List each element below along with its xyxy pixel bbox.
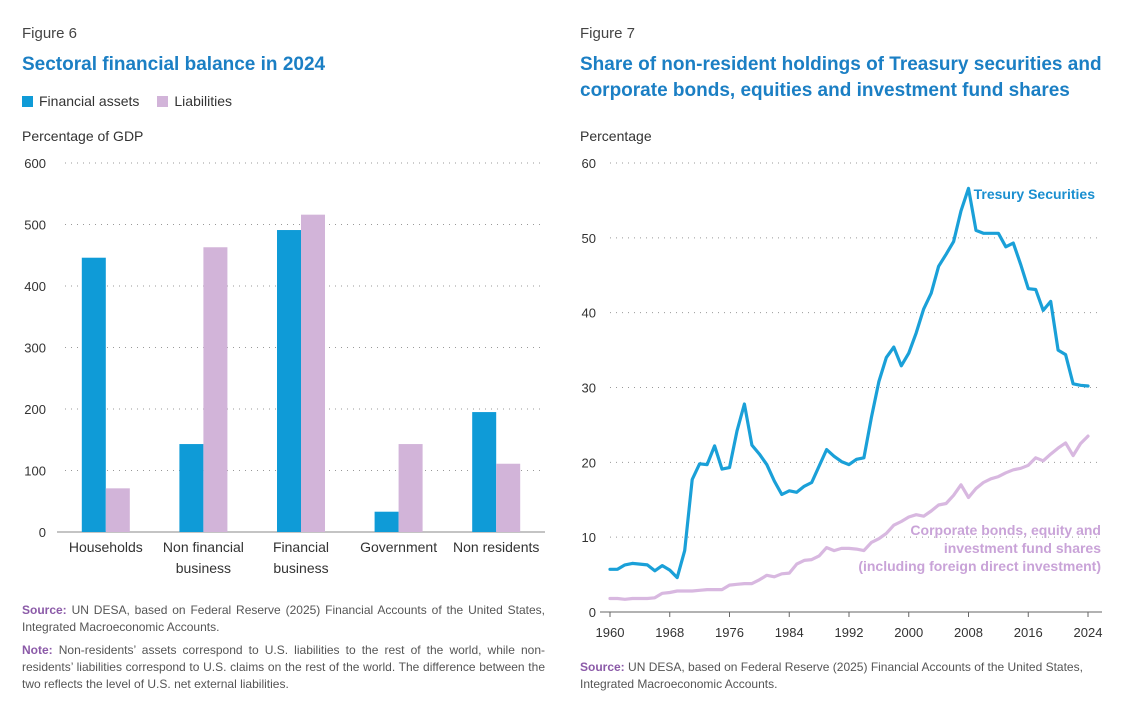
figure-6-note-label: Note: <box>22 643 53 657</box>
bar-liabilities <box>398 444 423 532</box>
figure-7-unit-label: Percentage <box>580 128 652 144</box>
figure-6-source-text: UN DESA, based on Federal Reserve (2025)… <box>22 603 546 634</box>
bar-assets <box>374 511 399 532</box>
x-tick-label: Households <box>69 539 143 555</box>
figure-7-source-text: UN DESA, based on Federal Reserve (2025)… <box>580 660 1083 691</box>
x-tick-label: Non financial <box>163 539 244 555</box>
y-tick-label: 0 <box>589 605 596 620</box>
y-tick-label: 600 <box>24 156 46 171</box>
bar-assets <box>277 230 301 532</box>
line-chart: 0 10 20 30 40 50 60 1960 1968 1976 1984 1992 2000 200… <box>582 156 1103 640</box>
series-line-corporate <box>608 434 1090 601</box>
x-tick-label: 1976 <box>715 625 744 640</box>
y-tick-label: 0 <box>39 525 46 540</box>
x-tick-label: 1960 <box>596 625 625 640</box>
y-tick-label: 50 <box>582 231 596 246</box>
figure-6-title: Sectoral financial balance in 2024 <box>22 54 326 75</box>
x-tick-label: business <box>273 560 328 576</box>
corporate-annotation: Corporate bonds, equity and <box>910 522 1101 538</box>
y-tick-label: 200 <box>24 402 46 417</box>
bar-liabilities <box>496 463 521 532</box>
x-tick-label: 2024 <box>1074 625 1103 640</box>
legend-label-liabilities: Liabilities <box>174 93 232 109</box>
bar-liabilities <box>301 214 325 532</box>
bar-assets <box>81 257 106 532</box>
x-tick-label: 2008 <box>954 625 983 640</box>
figure-6-unit-label: Percentage of GDP <box>22 128 144 144</box>
x-tick-label: 1968 <box>655 625 684 640</box>
x-tick-label: business <box>176 560 231 576</box>
figure-6-legend: Financial assets Liabilities <box>22 93 250 109</box>
bar-assets <box>472 412 497 532</box>
bar-liabilities <box>203 247 228 532</box>
corporate-annotation: investment fund shares <box>944 540 1101 556</box>
legend-item-liabilities: Liabilities <box>157 93 232 109</box>
figure-7-title-line2: corporate bonds, equities and investment… <box>580 80 1070 101</box>
figure-6-note-text: Non-residents’ assets correspond to U.S.… <box>22 643 545 691</box>
y-tick-label: 300 <box>24 341 46 356</box>
series-line-treasury <box>608 186 1090 580</box>
x-tick-label: Non residents <box>453 539 539 555</box>
figure-7-title-line1: Share of non-resident holdings of Treasu… <box>580 54 1102 75</box>
treasury-annotation: Tresury Securities <box>974 186 1096 202</box>
y-tick-label: 400 <box>24 279 46 294</box>
figure-7-source-label: Source: <box>580 660 625 674</box>
y-tick-label: 500 <box>24 218 46 233</box>
figure-6-note: Note: Non-residents’ assets correspond t… <box>22 642 545 693</box>
corporate-annotation: (including foreign direct investment) <box>858 558 1101 574</box>
figure-6-source-label: Source: <box>22 603 67 617</box>
y-tick-label: 60 <box>582 156 596 171</box>
legend-item-financial-assets: Financial assets <box>22 93 139 109</box>
x-tick-label: Government <box>360 539 437 555</box>
y-tick-label: 40 <box>582 306 596 321</box>
bar-assets <box>179 444 204 532</box>
bar-chart: 0 100 200 300 400 500 600 Households Non financi… <box>24 156 545 576</box>
x-tick-label: Financial <box>273 539 329 555</box>
legend-swatch-liabilities <box>157 95 169 107</box>
y-tick-label: 20 <box>582 455 596 470</box>
x-tick-label: 2000 <box>894 625 923 640</box>
x-tick-label: 1984 <box>775 625 804 640</box>
figure-7-source: Source: UN DESA, based on Federal Reserv… <box>580 659 1100 693</box>
y-tick-label: 100 <box>24 464 46 479</box>
y-tick-label: 10 <box>582 530 596 545</box>
legend-label-assets: Financial assets <box>39 93 140 109</box>
figure-6-source: Source: UN DESA, based on Federal Reserv… <box>22 602 545 636</box>
y-tick-label: 30 <box>582 381 596 396</box>
bar-liabilities <box>105 488 130 532</box>
x-tick-label: 1992 <box>835 625 864 640</box>
figure-6-label: Figure 6 <box>22 25 78 42</box>
figure-7-label: Figure 7 <box>580 25 636 42</box>
legend-swatch-assets <box>22 95 33 107</box>
x-tick-label: 2016 <box>1014 625 1043 640</box>
